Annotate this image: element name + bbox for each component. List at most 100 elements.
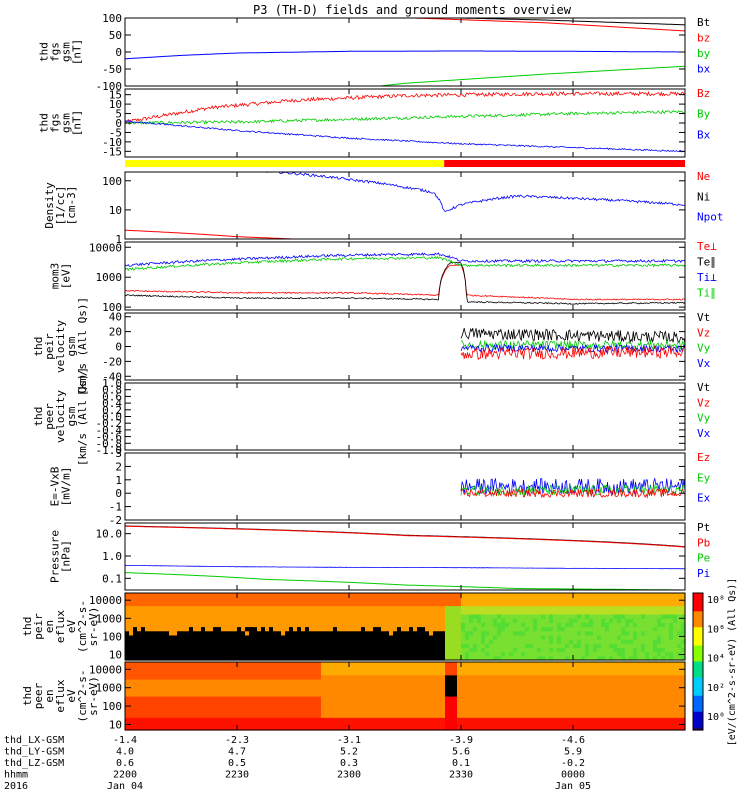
spectrogram-cell — [477, 605, 482, 611]
spectrogram-cell — [169, 609, 174, 615]
spectrogram-cell — [673, 639, 678, 644]
spectrogram-cell — [505, 717, 510, 723]
spectrogram-cell — [273, 725, 278, 731]
spectrogram-cell — [369, 674, 374, 680]
spectrogram-cell — [201, 655, 206, 661]
spectrogram-cell — [601, 605, 606, 611]
spectrogram-cell — [385, 601, 390, 607]
spectrogram-cell — [641, 609, 646, 615]
spectrogram-cell — [625, 655, 630, 661]
spectrogram-cell — [429, 639, 434, 644]
spectrogram-cell — [129, 613, 134, 619]
y-axis-label-line: en — [43, 689, 56, 702]
spectrogram-cell — [493, 593, 498, 598]
spectrogram-cell — [453, 687, 458, 693]
colorbar-cell — [693, 720, 703, 724]
spectrogram-cell — [645, 605, 650, 611]
spectrogram-cell — [433, 670, 438, 676]
spectrogram-cell — [493, 626, 498, 632]
spectrogram-cell — [281, 601, 286, 607]
spectrogram-cell — [633, 643, 638, 649]
spectrogram-cell — [177, 634, 182, 640]
spectrogram-cell — [609, 639, 614, 644]
spectrogram-cell — [573, 683, 578, 689]
spectrogram-cell — [313, 717, 318, 723]
spectrogram-cell — [561, 647, 566, 653]
spectrogram-cell — [141, 713, 146, 718]
spectrogram-cell — [537, 593, 542, 598]
spectrogram-cell — [601, 593, 606, 598]
spectrogram-cell — [677, 643, 682, 649]
spectrogram-cell — [289, 721, 294, 727]
spectrogram-cell — [413, 708, 418, 714]
spectrogram-cell — [421, 630, 426, 636]
spectrogram-cell — [309, 601, 314, 607]
spectrogram-cell — [281, 634, 286, 640]
spectrogram-cell — [225, 618, 230, 623]
spectrogram-cell — [673, 666, 678, 672]
spectrogram-cell — [605, 647, 610, 653]
spectrogram-cell — [605, 704, 610, 710]
spectrogram-cell — [177, 630, 182, 636]
spectrogram-cell — [621, 679, 626, 684]
spectrogram-cell — [313, 643, 318, 649]
spectrogram-cell — [597, 662, 602, 667]
spectrogram-cell — [593, 696, 598, 701]
spectrogram-cell — [541, 674, 546, 680]
spectrogram-cell — [225, 674, 230, 680]
spectrogram-cell — [353, 655, 358, 661]
spectrogram-cell — [661, 630, 666, 636]
spectrogram-cell — [137, 593, 142, 598]
spectrogram-cell — [193, 717, 198, 723]
spectrogram-cell — [561, 643, 566, 649]
spectrogram-cell — [289, 691, 294, 697]
spectrogram-cell — [265, 601, 270, 607]
spectrogram-cell — [617, 651, 622, 657]
spectrogram-cell — [465, 630, 470, 636]
y-tick-label: -0.4 — [96, 424, 123, 437]
spectrogram-cell — [453, 643, 458, 649]
spectrogram-cell — [213, 630, 218, 636]
spectrogram-cell — [225, 721, 230, 727]
spectrogram-cell — [337, 679, 342, 684]
spectrogram-cell — [169, 666, 174, 672]
y-tick-label: 0.0 — [102, 411, 122, 424]
spectrogram-cell — [341, 696, 346, 701]
spectrogram-cell — [213, 691, 218, 697]
y-axis-label-line: thd — [32, 407, 45, 427]
spectrogram-cell — [681, 613, 686, 619]
spectrogram-cell — [393, 613, 398, 619]
spectrogram-cell — [141, 708, 146, 714]
spectrogram-cell — [269, 639, 274, 644]
spectrogram-cell — [313, 696, 318, 701]
spectrogram-cell — [425, 618, 430, 623]
spectrogram-cell — [329, 626, 334, 632]
spectrogram-cell — [465, 679, 470, 684]
spectrogram-cell — [313, 597, 318, 602]
spectrogram-cell — [193, 622, 198, 628]
spectrogram-cell — [385, 626, 390, 632]
spectrogram-cell — [445, 597, 450, 602]
spectrogram-cell — [649, 696, 654, 701]
spectrogram-cell — [325, 717, 330, 723]
spectrogram-cell — [481, 704, 486, 710]
spectrogram-cell — [481, 609, 486, 615]
spectrogram-cell — [269, 708, 274, 714]
spectrogram-cell — [377, 721, 382, 727]
spectrogram-cell — [129, 639, 134, 644]
spectrogram-cell — [229, 630, 234, 636]
spectrogram-cell — [129, 683, 134, 689]
spectrogram-cell — [549, 647, 554, 653]
spectrogram-cell — [433, 634, 438, 640]
spectrogram-cell — [429, 593, 434, 598]
spectrogram-cell — [485, 666, 490, 672]
spectrogram-cell — [281, 609, 286, 615]
spectrogram-cell — [289, 639, 294, 644]
spectrogram-cell — [361, 613, 366, 619]
spectrogram-cell — [629, 634, 634, 640]
spectrogram-cell — [469, 708, 474, 714]
spectrogram-cell — [545, 700, 550, 706]
spectrogram-cell — [205, 655, 210, 661]
spectrogram-cell — [397, 630, 402, 636]
